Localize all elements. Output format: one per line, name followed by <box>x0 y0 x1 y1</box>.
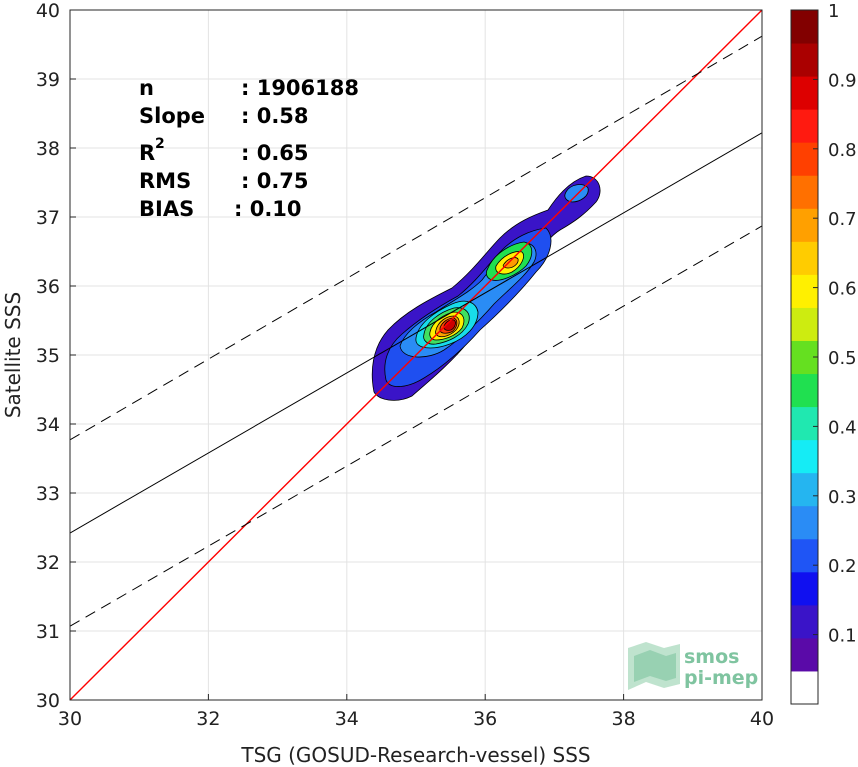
logo-text-pi-mep: pi-mep <box>684 667 758 689</box>
colorbar-segment <box>791 142 818 176</box>
identity-line <box>70 10 762 700</box>
colorbar-tick-label: 0.5 <box>828 348 857 369</box>
stats-block: n : 1906188 Slope : 0.58 R 2 : 0.65 RMS … <box>139 76 359 221</box>
fit-line <box>70 132 762 534</box>
stat-n-label: n <box>139 76 154 100</box>
smos-pi-mep-logo: smos pi-mep <box>628 642 758 690</box>
colorbar-segment <box>791 76 818 110</box>
y-axis-ticks: 30 31 32 33 34 35 36 37 38 39 40 <box>36 0 76 712</box>
x-tick-label: 36 <box>473 708 497 730</box>
y-tick-label: 36 <box>36 276 60 298</box>
lower-bound-line <box>70 225 762 627</box>
colorbar-segment <box>791 670 818 705</box>
colorbar-segment <box>791 43 818 77</box>
colorbar-segment <box>791 637 818 672</box>
colorbar-segment <box>791 604 818 639</box>
colorbar-tick-label: 0.4 <box>828 417 857 438</box>
colorbar-tick-label: 0.9 <box>828 70 857 91</box>
stat-n-value: : 1906188 <box>241 76 359 100</box>
colorbar-tick-label: 0.7 <box>828 209 857 230</box>
colorbar-tick-label: 1 <box>828 1 839 22</box>
colorbar-segment <box>791 10 818 44</box>
stat-slope-label: Slope <box>139 104 205 128</box>
y-tick-label: 39 <box>36 69 60 91</box>
colorbar-segment <box>791 571 818 606</box>
colorbar-segment <box>791 538 818 573</box>
y-tick-label: 38 <box>36 138 60 160</box>
x-axis-ticks: 30 32 34 36 38 40 <box>58 694 774 730</box>
x-tick-label: 34 <box>335 708 359 730</box>
colorbar-segment <box>791 373 818 408</box>
x-tick-label: 38 <box>612 708 636 730</box>
colorbar <box>790 9 819 705</box>
colorbar-segment <box>791 208 818 242</box>
x-axis-label: TSG (GOSUD-Research-vessel) SSS <box>240 743 590 767</box>
colorbar-segment <box>791 472 818 507</box>
colorbar-tick-label: 0.6 <box>828 279 857 300</box>
y-tick-label: 33 <box>36 483 60 505</box>
stat-r2-label: R <box>139 141 155 165</box>
colorbar-tick-label: 0.2 <box>828 556 857 577</box>
stat-bias-label: BIAS <box>139 197 194 221</box>
stat-r2-value: : 0.65 <box>241 141 309 165</box>
stat-bias-value: : 0.10 <box>234 197 302 221</box>
stat-rms-label: RMS <box>139 169 191 193</box>
colorbar-ticks: 0.1 0.2 0.3 0.4 0.5 0.6 0.7 0.8 0.9 1 <box>813 1 857 647</box>
y-tick-label: 34 <box>36 414 60 436</box>
colorbar-segment <box>791 274 818 308</box>
x-tick-label: 40 <box>750 708 774 730</box>
y-tick-label: 31 <box>36 621 60 643</box>
colorbar-tick-label: 0.8 <box>828 140 857 161</box>
colorbar-tick-label: 0.1 <box>828 626 857 647</box>
stat-rms-value: : 0.75 <box>241 169 309 193</box>
reference-lines <box>70 10 762 700</box>
y-tick-label: 40 <box>36 0 60 22</box>
colorbar-segment <box>791 406 818 441</box>
logo-text-smos: smos <box>684 646 739 668</box>
colorbar-segment <box>791 175 818 209</box>
stat-slope-value: : 0.58 <box>241 104 309 128</box>
colorbar-segment <box>791 307 818 341</box>
y-tick-label: 30 <box>36 690 60 712</box>
stat-r2-superscript: 2 <box>155 136 165 152</box>
contour-band-0.95 <box>443 319 456 331</box>
density-contours <box>371 175 601 401</box>
y-tick-label: 37 <box>36 207 60 229</box>
x-tick-label: 32 <box>196 708 220 730</box>
colorbar-segment <box>791 505 818 540</box>
upper-bound-line <box>70 35 762 441</box>
y-tick-label: 35 <box>36 345 60 367</box>
y-axis-label: Satellite SSS <box>1 292 25 418</box>
y-tick-label: 32 <box>36 552 60 574</box>
colorbar-segment <box>791 241 818 275</box>
colorbar-segment <box>791 439 818 474</box>
colorbar-tick-label: 0.3 <box>828 487 857 508</box>
x-tick-label: 30 <box>58 708 82 730</box>
colorbar-segment <box>791 109 818 143</box>
